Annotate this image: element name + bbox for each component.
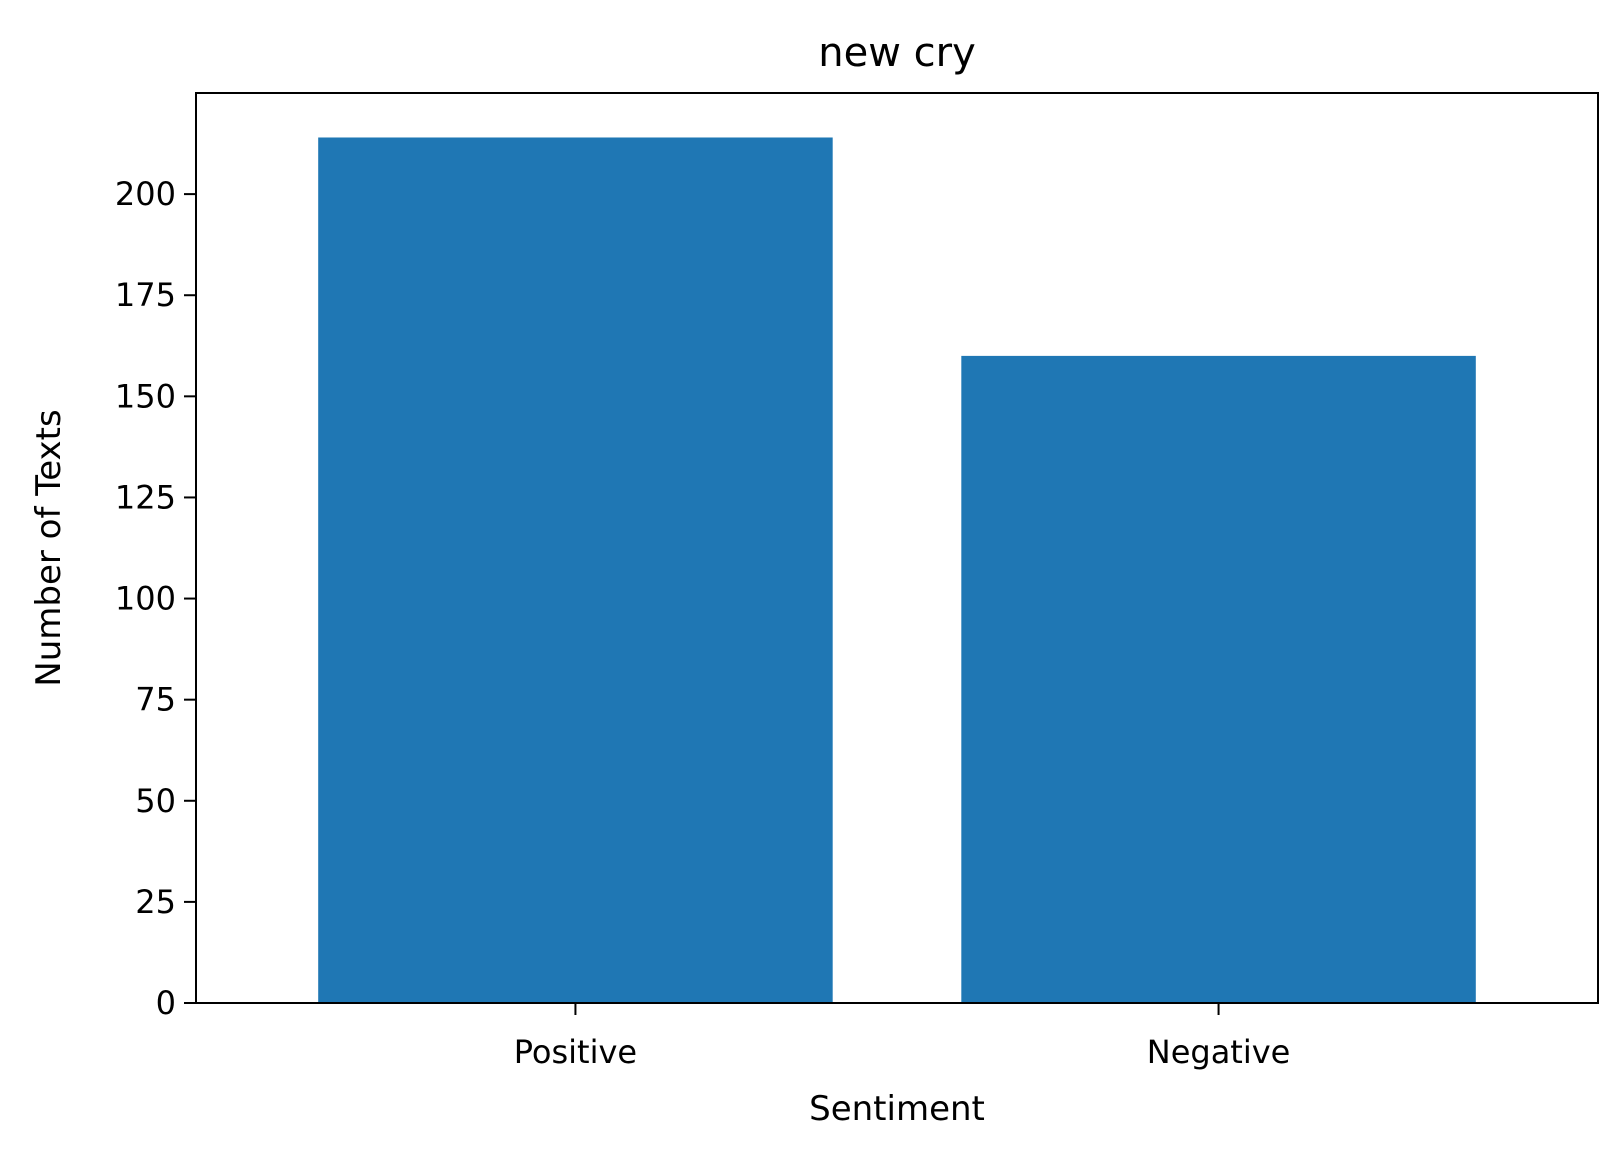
y-tick-label: 100 xyxy=(115,580,176,618)
y-tick-label: 0 xyxy=(156,984,176,1022)
x-tick-label-positive: Positive xyxy=(514,1033,637,1071)
y-tick-label: 175 xyxy=(115,276,176,314)
y-tick-label: 150 xyxy=(115,377,176,415)
bars-group xyxy=(318,137,1476,1003)
bar-negative xyxy=(961,355,1476,1003)
x-axis: Positive Negative xyxy=(514,1003,1291,1071)
x-axis-label: Sentiment xyxy=(809,1089,985,1129)
bar-positive xyxy=(318,137,833,1003)
y-tick-label: 50 xyxy=(135,782,176,820)
y-axis: 0 25 50 75 100 125 150 175 200 xyxy=(115,175,196,1022)
plot-frame xyxy=(195,92,1599,1004)
y-tick-label: 25 xyxy=(135,883,176,921)
x-tick-label-negative: Negative xyxy=(1147,1033,1291,1071)
y-tick-label: 75 xyxy=(135,681,176,719)
y-tick-label: 125 xyxy=(115,478,176,516)
y-axis-label: Number of Texts xyxy=(29,409,69,686)
y-tick-label: 200 xyxy=(115,175,176,213)
chart-title: new cry xyxy=(818,30,976,76)
